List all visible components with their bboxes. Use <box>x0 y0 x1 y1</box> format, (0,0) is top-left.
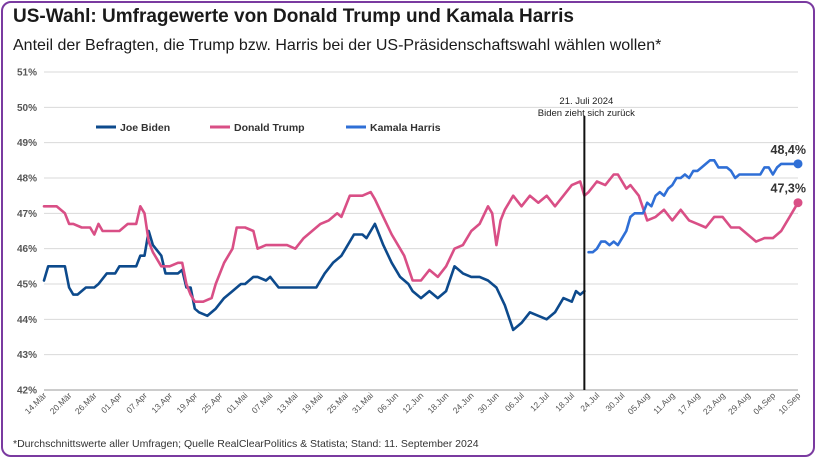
y-tick-label: 43% <box>17 350 37 361</box>
x-tick-label: 24.Jun <box>451 390 476 415</box>
series-line-donald-trump <box>42 173 800 304</box>
x-tick-label: 31.Mai <box>350 390 375 415</box>
chart-subtitle: Anteil der Befragten, die Trump bzw. Har… <box>13 37 662 54</box>
x-tick-label: 25.Mai <box>325 390 350 415</box>
x-tick-label: 19.Apr <box>174 390 199 415</box>
footnote: *Durchschnittswerte aller Umfragen; Quel… <box>13 438 479 450</box>
x-tick-label: 11.Aug <box>651 390 677 416</box>
x-tick-label: 06.Jul <box>503 390 526 413</box>
x-tick-label: 01.Apr <box>99 390 124 415</box>
grid-lines <box>44 71 798 391</box>
x-tick-label: 07.Mai <box>250 390 275 415</box>
series-lines <box>42 159 800 332</box>
x-tick-label: 26.Mär <box>73 390 99 416</box>
event-annotation-date: 21. Juli 2024 <box>559 96 613 107</box>
x-tick-label: 10.Sep <box>776 390 802 416</box>
x-tick-label: 30.Jul <box>603 390 626 413</box>
x-tick-label: 29.Aug <box>726 390 752 416</box>
series-line-joe-biden <box>42 222 586 332</box>
y-tick-label: 47% <box>17 209 37 220</box>
y-tick-label: 48% <box>17 174 37 185</box>
x-tick-label: 12.Jul <box>528 390 551 413</box>
chart-frame <box>1 1 815 457</box>
end-label-trump: 47,3% <box>771 182 806 196</box>
x-tick-label: 17.Aug <box>676 390 702 416</box>
x-tick-label: 05.Aug <box>625 390 651 416</box>
x-tick-label: 01.Mai <box>224 390 249 415</box>
y-tick-label: 46% <box>17 244 37 255</box>
legend-label: Joe Biden <box>120 122 170 134</box>
x-tick-label: 18.Jun <box>425 390 450 415</box>
series-line-kamala-harris <box>587 159 800 254</box>
x-tick-label: 13.Mai <box>275 390 300 415</box>
legend: Joe Biden Donald Trump Kamala Harris <box>96 122 441 134</box>
x-tick-label: 07.Apr <box>124 390 149 415</box>
x-axis-ticks: 14.Mär 20.Mär 26.Mär 01.Apr 07.Apr 13.Apr 19.A… <box>23 390 803 416</box>
x-tick-label: 06.Jun <box>375 390 400 415</box>
x-tick-label: 13.Apr <box>149 390 174 415</box>
x-tick-label: 30.Jun <box>476 390 501 415</box>
end-label-harris: 48,4% <box>771 143 806 157</box>
x-tick-label: 20.Mär <box>48 390 74 416</box>
end-point-trump <box>793 198 803 208</box>
y-tick-label: 51% <box>17 68 37 79</box>
y-tick-label: 42% <box>17 386 37 397</box>
chart-title: US-Wahl: Umfragewerte von Donald Trump u… <box>13 6 574 27</box>
x-tick-label: 24.Jul <box>578 390 601 413</box>
end-point-harris <box>793 159 803 169</box>
legend-label: Donald Trump <box>234 122 305 134</box>
legend-label: Kamala Harris <box>370 122 441 134</box>
x-tick-label: 23.Aug <box>701 390 727 416</box>
event-annotation-text: Biden zieht sich zurück <box>538 108 635 119</box>
x-tick-label: 12.Jun <box>400 390 425 415</box>
y-axis-ticks: 42% 43% 44% 45% 46% 47% 48% 49% 50% 51% <box>17 68 37 397</box>
end-points <box>793 159 803 208</box>
y-tick-label: 50% <box>17 103 37 114</box>
y-tick-label: 45% <box>17 280 37 291</box>
x-tick-label: 18.Jul <box>553 390 576 413</box>
x-tick-label: 19.Mai <box>300 390 325 415</box>
y-tick-label: 49% <box>17 138 37 149</box>
x-tick-label: 04.Sep <box>751 390 777 416</box>
x-tick-label: 25.Apr <box>200 390 225 415</box>
y-tick-label: 44% <box>17 315 37 326</box>
